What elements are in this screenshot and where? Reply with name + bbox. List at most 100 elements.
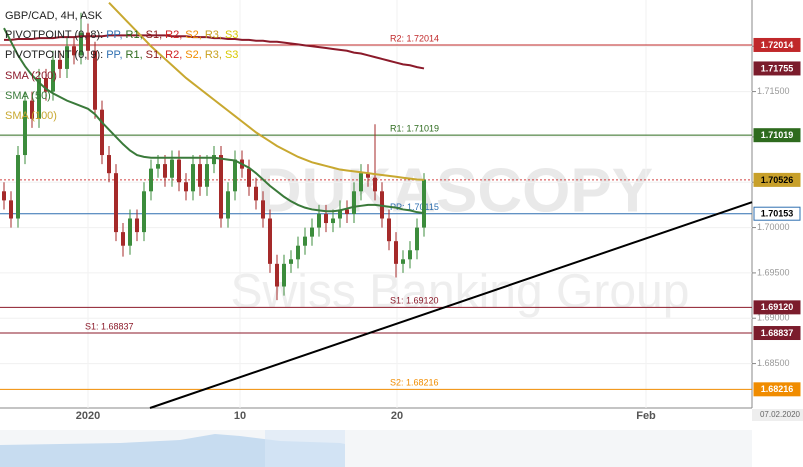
candle-body [219,155,223,219]
price-box [753,128,801,143]
candle-body [72,46,76,56]
legend-item: S1, [146,49,163,61]
price-box-label: 1.70526 [761,175,794,185]
candle-body [296,245,300,260]
legend-item: S3 [225,29,238,41]
legend-item: R2, [165,29,182,41]
y-tick-label: 1.69500 [757,267,790,277]
legend-item: R3, [205,49,222,61]
pivot-label: R2: 1.72014 [390,33,439,43]
price-box-label: 1.71755 [761,63,794,73]
candle-body [114,173,118,233]
date-box [752,409,803,421]
candle-body [373,177,377,192]
candle-body [65,46,69,69]
chart-title: GBP/CAD, 4H, ASK [5,10,103,22]
legend-item: S2, [185,49,202,61]
legend-item: PP, [106,49,122,61]
y-tick-label: 1.69000 [757,313,790,323]
y-tick-label: 1.70000 [757,222,790,232]
price-box-label: 1.72014 [761,40,794,50]
price-box [753,206,801,221]
price-box [753,61,801,76]
x-tick-label: 10 [234,410,246,422]
legend-name: PIVOTPOINT (0, 9): [5,49,103,61]
pivot-legend: PIVOTPOINT (0, 9): PP, R1, S1, R2, S2, R3, S3 [5,49,238,61]
candle-body [9,200,13,219]
candle-body [2,191,6,201]
pivot-label: S1: 1.68837 [85,321,134,331]
candle-body [415,227,419,251]
candle-body [121,232,125,246]
pivot-legend: PIVOTPOINT (0, 8): PP, R1, S1, R2, S2, R3, S3 [5,29,238,41]
candle-body [317,213,321,228]
candle-body [422,179,426,228]
candle-body [23,100,27,156]
candle-body [128,218,132,246]
candle-body [338,209,342,219]
candle-body [86,32,90,51]
legend-item: S2, [185,29,202,41]
candle-body [352,191,356,214]
sma-line [3,27,425,215]
candle-body [282,263,286,287]
candle-body [163,164,167,178]
price-box-label: 1.68216 [761,384,794,394]
price-box [753,37,801,52]
price-box-label: 1.71019 [761,130,794,140]
legend-item: S3 [225,49,238,61]
candle-body [261,200,265,219]
x-tick-label: Feb [636,410,656,422]
date-label: 07.02.2020 [760,410,801,419]
candle-body [289,259,293,264]
pivot-label: S1: 1.69120 [390,296,439,306]
candle-body [100,109,104,156]
candle-body [107,155,111,174]
price-box-label: 1.69120 [761,302,794,312]
candle-body [170,159,174,178]
pivot-label: R1: 1.71019 [390,124,439,134]
candle-body [79,32,83,56]
legend-item: S1, [146,29,163,41]
navigator-window [265,430,345,467]
candle-body [324,213,328,224]
candle-body [37,77,41,119]
candle-body [58,59,62,69]
legend-item: R1, [126,49,143,61]
candle-body [331,218,335,224]
candle-body [149,168,153,192]
price-box-label: 1.68837 [761,328,794,338]
candle-body [310,227,314,237]
legend-entry: SMA (50) [5,90,51,102]
candle-body [408,250,412,260]
watermark: DUKASCOPY [257,156,653,225]
candle-body [254,186,258,201]
navigator-area [0,434,345,467]
legend-item: R2, [165,49,182,61]
candle-body [275,263,279,287]
candle-body [394,241,398,264]
legend-name: PIVOTPOINT (0, 8): [5,29,103,41]
legend-entry: SMA (200) [5,70,57,82]
candle-body [303,236,307,246]
sma-line [108,2,425,181]
x-tick-label: 2020 [76,410,100,422]
price-box [753,300,801,315]
y-tick-label: 1.68500 [757,358,790,368]
candle-body [205,164,209,187]
price-box-label: 1.70153 [761,209,794,219]
candle-body [212,155,216,165]
legend-item: R1, [126,29,143,41]
candle-body [51,59,55,92]
pivot-label: PP: 1.70115 [390,202,439,212]
price-box [753,326,801,341]
candle-body [191,164,195,192]
y-tick-label: 1.71500 [757,86,790,96]
candle-body [93,50,97,110]
candle-body [233,159,237,192]
legend-item: R3, [205,29,222,41]
pivot-label: S2: 1.68216 [390,378,439,388]
price-box [753,382,801,397]
candle-body [198,164,202,187]
